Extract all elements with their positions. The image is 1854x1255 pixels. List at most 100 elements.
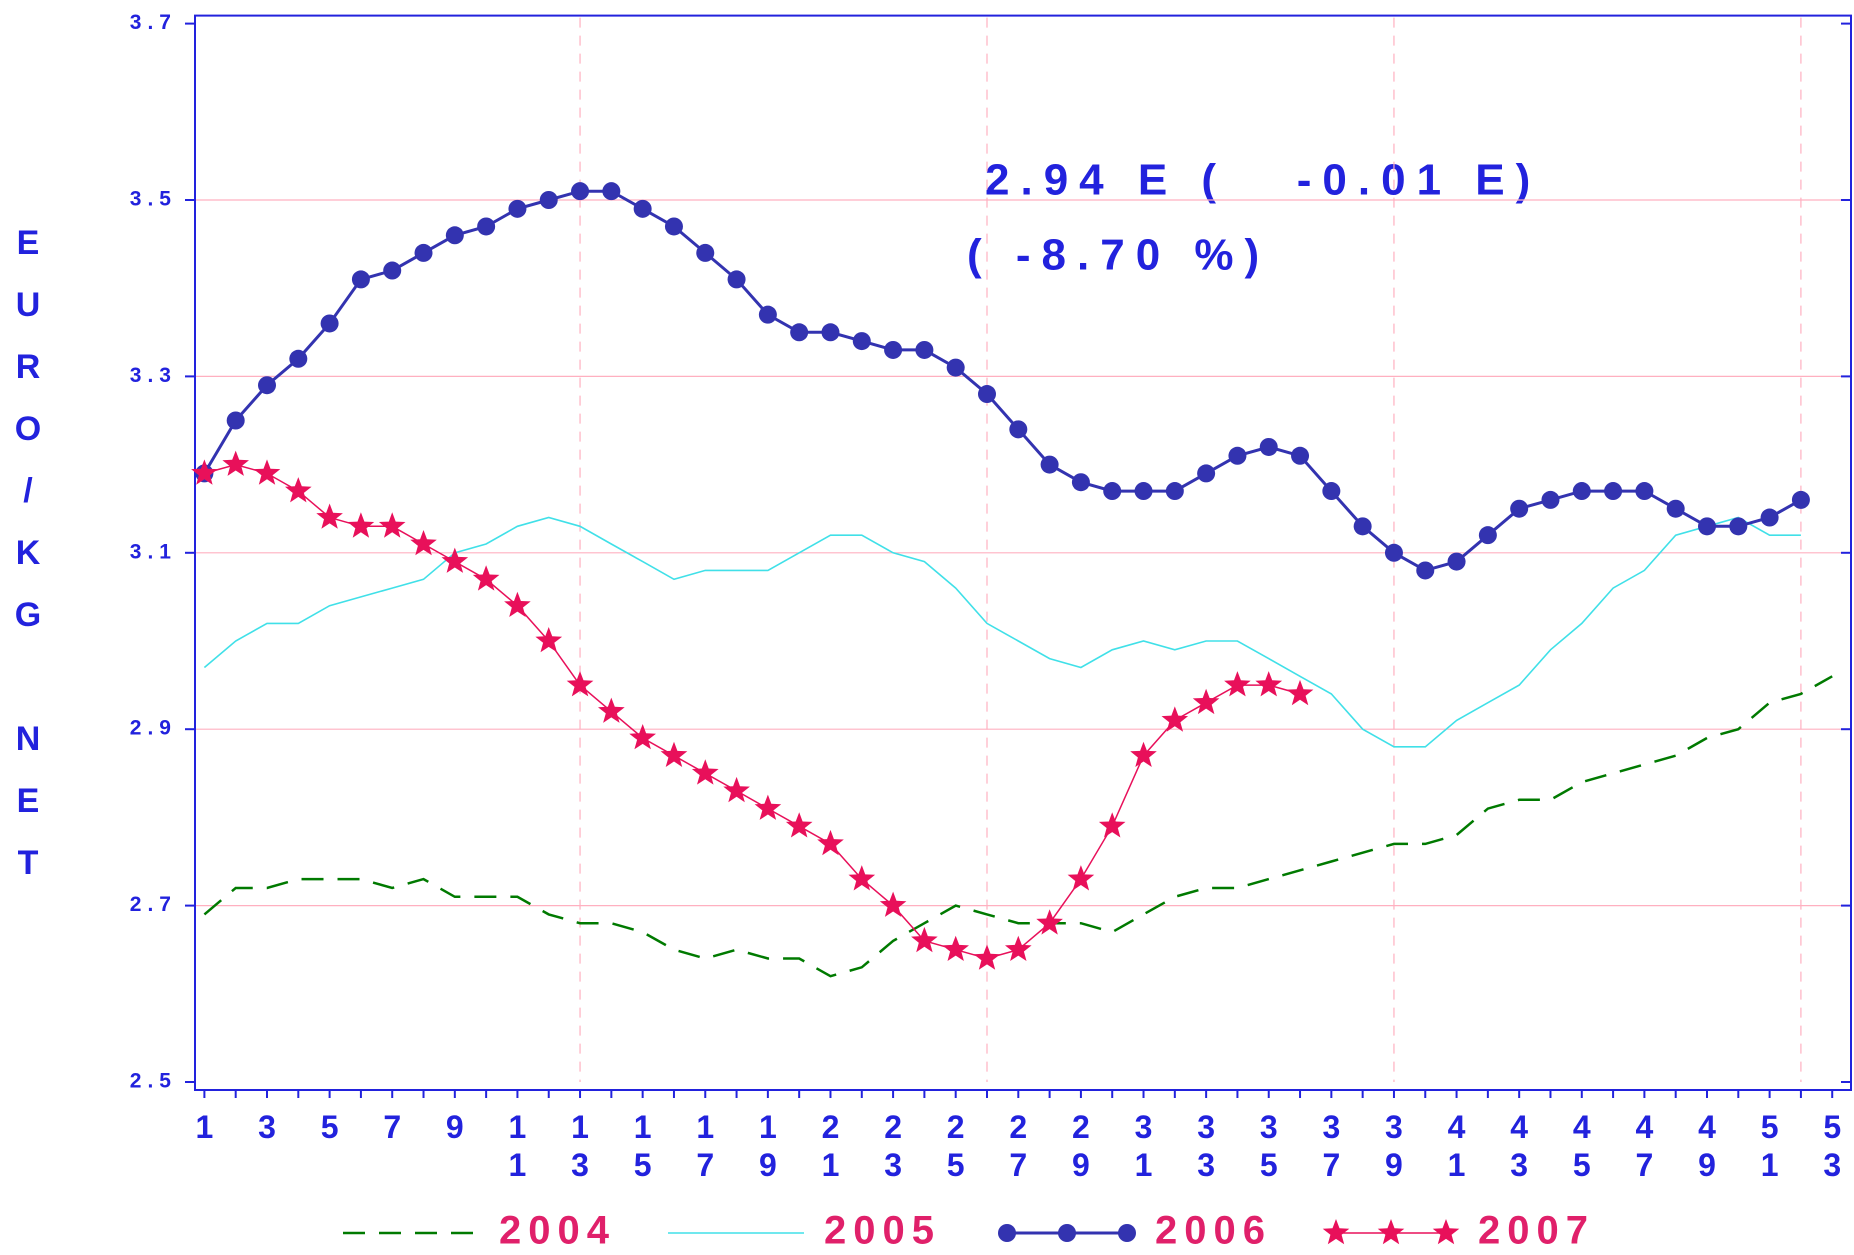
point: [441, 547, 469, 573]
point: [414, 243, 433, 262]
y-tick-label: 3.7: [130, 11, 177, 34]
point: [1103, 482, 1122, 501]
point: [571, 182, 590, 201]
y-tick-label: 3.1: [130, 540, 177, 563]
point: [1698, 517, 1716, 536]
y-tick-label: 2.9: [130, 717, 177, 740]
point: [664, 217, 683, 236]
point: [566, 671, 594, 697]
point: [508, 199, 527, 218]
point: [1286, 679, 1314, 706]
point: [1071, 473, 1090, 492]
x-tick-label: 5: [321, 1109, 339, 1145]
point: [1134, 482, 1153, 501]
point: [978, 385, 996, 404]
point: [1322, 1219, 1350, 1245]
point: [1541, 490, 1560, 509]
point: [477, 217, 496, 236]
point: [1322, 482, 1341, 501]
point: [1760, 508, 1779, 527]
point: [222, 450, 249, 476]
point: [785, 812, 813, 838]
point: [378, 512, 406, 538]
point: [445, 226, 464, 245]
point: [1635, 482, 1654, 501]
point: [758, 305, 777, 324]
point: [1058, 1224, 1076, 1242]
y-tick-label: 3.3: [130, 364, 177, 387]
point: [539, 191, 558, 209]
point: [1130, 741, 1157, 767]
point: [289, 349, 308, 368]
point: [754, 794, 782, 820]
series-line: [203, 516, 1801, 748]
point: [629, 724, 656, 750]
annotation: ( -8.70 %): [967, 231, 1270, 280]
annotation: 2.94 E ( -0.01 E): [985, 156, 1541, 205]
point: [1005, 935, 1032, 961]
point: [879, 891, 907, 917]
point: [915, 340, 934, 359]
point: [942, 935, 969, 961]
point: [602, 182, 621, 201]
y-tick-label: 2.5: [130, 1070, 177, 1093]
point: [946, 358, 965, 377]
point: [1040, 455, 1059, 474]
point: [1224, 671, 1251, 697]
legend-label: 2004: [499, 1209, 616, 1253]
point: [1036, 909, 1063, 935]
point: [1572, 482, 1591, 501]
point: [1666, 499, 1685, 518]
point: [1353, 517, 1372, 536]
point: [535, 627, 563, 653]
point: [1377, 1219, 1405, 1245]
point: [1067, 865, 1095, 891]
y-tick-label: 2.7: [130, 893, 177, 916]
point: [347, 512, 375, 538]
x-tick-label: 1: [195, 1109, 213, 1145]
y-tick-label: 3.5: [130, 188, 177, 211]
point: [191, 459, 218, 485]
point: [1192, 688, 1220, 715]
series-line: [203, 189, 1802, 573]
point: [1259, 437, 1278, 456]
legend-label: 2005: [824, 1209, 941, 1253]
point: [1098, 812, 1126, 838]
point: [691, 759, 719, 785]
point: [848, 865, 876, 891]
point: [598, 697, 625, 723]
point: [351, 270, 370, 289]
point: [1510, 499, 1529, 518]
point: [1604, 482, 1623, 501]
point: [253, 459, 281, 485]
series-line: [203, 675, 1833, 978]
point: [998, 1224, 1016, 1242]
point: [383, 261, 402, 280]
point: [1228, 446, 1247, 465]
x-tick-label: 7: [383, 1109, 401, 1145]
point: [1165, 482, 1184, 501]
x-tick-label: 3: [258, 1109, 276, 1145]
series-line: [204, 463, 1301, 960]
point: [723, 776, 750, 803]
